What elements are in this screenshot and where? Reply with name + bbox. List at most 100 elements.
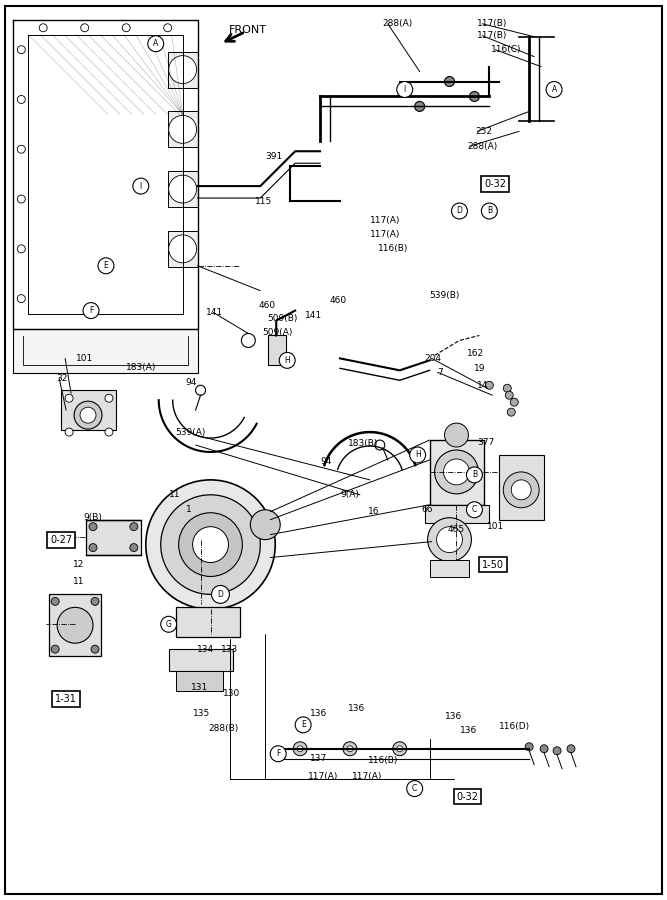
Circle shape [470,92,480,102]
Text: 136: 136 [444,713,462,722]
Text: 1: 1 [185,505,191,514]
Circle shape [98,257,114,274]
Bar [49,594,101,656]
Circle shape [89,523,97,531]
Text: 1-50: 1-50 [482,560,504,570]
Circle shape [482,203,498,219]
Text: C: C [472,505,477,514]
Circle shape [89,544,97,552]
Circle shape [508,409,515,416]
Circle shape [279,353,295,368]
Circle shape [146,480,275,609]
Circle shape [437,526,462,553]
Text: 288(A): 288(A) [468,142,498,151]
Text: 288(B): 288(B) [209,724,239,733]
Text: 137: 137 [310,754,327,763]
Circle shape [169,235,197,263]
Bar [175,608,240,637]
Text: B: B [472,471,477,480]
Text: 9(B): 9(B) [83,513,102,522]
Text: F: F [89,306,93,315]
Text: C: C [412,784,418,793]
Circle shape [295,717,311,733]
Text: 135: 135 [193,709,210,718]
Circle shape [17,245,25,253]
Circle shape [51,645,59,653]
Text: F: F [276,749,280,758]
Text: G: G [166,620,171,629]
Text: 117(A): 117(A) [308,772,338,781]
Circle shape [397,82,413,97]
Circle shape [297,746,303,751]
Circle shape [83,302,99,319]
Circle shape [428,518,472,562]
Circle shape [375,440,385,450]
Circle shape [504,472,539,508]
Circle shape [130,544,138,552]
Bar [175,671,223,691]
Bar [86,519,141,554]
Circle shape [525,742,533,751]
Circle shape [39,23,47,32]
Text: FRONT: FRONT [229,25,267,35]
Text: 183(B): 183(B) [348,438,378,447]
Text: I: I [139,182,142,191]
Text: 0-32: 0-32 [484,179,506,189]
Circle shape [65,428,73,436]
Circle shape [91,645,99,653]
Text: 117(B): 117(B) [478,32,508,40]
Text: 0-32: 0-32 [456,792,478,802]
Text: 134: 134 [197,644,213,653]
Text: 115: 115 [255,196,273,205]
Text: E: E [301,720,305,729]
Text: 66: 66 [422,505,433,514]
Circle shape [452,203,468,219]
Text: 133: 133 [221,644,237,653]
Circle shape [133,178,149,194]
Bar [167,112,197,148]
Circle shape [393,742,407,756]
Text: A: A [153,40,158,49]
Text: 136: 136 [310,709,327,718]
Circle shape [161,495,260,594]
Bar [169,649,233,671]
Circle shape [410,447,426,463]
Circle shape [195,385,205,395]
Bar [425,505,490,523]
Circle shape [169,115,197,143]
Circle shape [211,585,229,603]
Bar [167,51,197,87]
Circle shape [415,102,425,112]
Text: 19: 19 [474,364,486,373]
Text: 12: 12 [73,560,85,569]
Text: 117(B): 117(B) [478,19,508,28]
Circle shape [466,467,482,483]
Text: 539(A): 539(A) [175,428,206,436]
Circle shape [130,523,138,531]
Circle shape [17,195,25,203]
Text: E: E [103,261,108,270]
Bar [268,336,286,365]
Circle shape [546,82,562,97]
Text: 116(B): 116(B) [378,244,408,253]
Text: 141: 141 [205,308,223,317]
Text: 14: 14 [478,381,489,390]
Text: 101: 101 [76,354,93,363]
Text: 7: 7 [438,368,444,377]
Text: 130: 130 [223,689,239,698]
Text: 136: 136 [460,726,477,735]
Circle shape [161,616,177,632]
Text: 117(A): 117(A) [352,772,382,781]
Text: 162: 162 [468,349,484,358]
Text: B: B [487,206,492,215]
Circle shape [540,745,548,752]
Circle shape [122,23,130,32]
Circle shape [74,401,102,429]
Circle shape [567,745,575,752]
Text: 465: 465 [448,526,465,535]
Text: 131: 131 [191,682,208,691]
Circle shape [105,394,113,402]
Circle shape [241,334,255,347]
Text: 116(C): 116(C) [492,45,522,54]
Text: 288(A): 288(A) [383,19,413,28]
